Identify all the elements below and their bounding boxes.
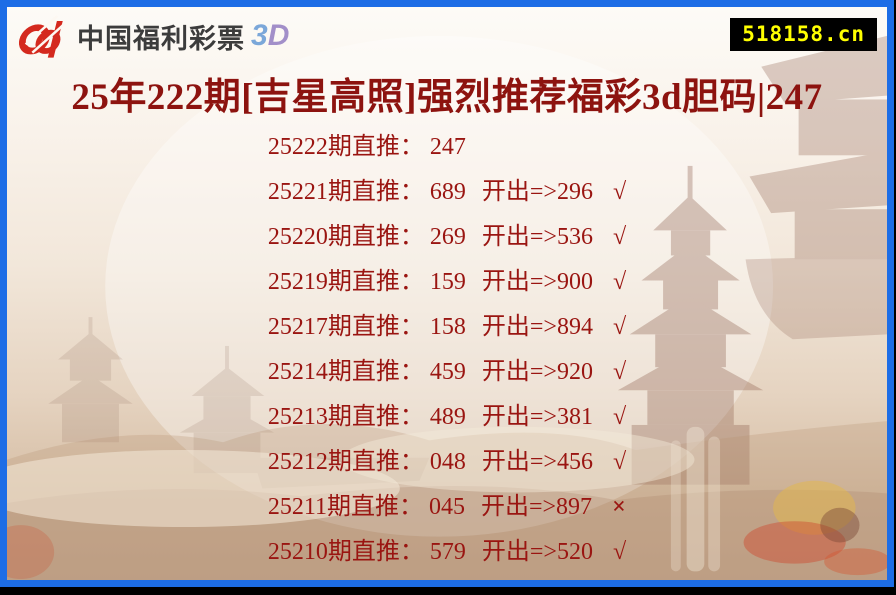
prediction-row: 25213期直推： 489 开出=>381 √ [268,404,626,431]
prediction-list: 25222期直推： 247 25221期直推： 689 开出=>296 √ 25220期… [268,134,626,566]
draw-result: 开出=>536 [481,224,593,250]
draw-result: 开出=>381 [481,404,593,430]
period-label: 25217期直推： [267,314,424,340]
page-title: 25年222期[吉星高照]强烈推荐福彩3d胆码|247 [71,77,823,118]
period-label: 25212期直推： [267,449,424,475]
hit-mark: × [612,494,626,520]
header: 中国福利彩票 3D 518158.cn [7,7,887,61]
period-label: 25210期直推： [267,539,424,565]
draw-result: 开出=>456 [481,449,593,475]
predicted-numbers: 459 [429,359,466,385]
predicted-numbers: 579 [429,539,466,565]
period-label: 25222期直推： [267,134,424,160]
hit-mark: √ [612,224,627,250]
predicted-numbers: 247 [429,134,466,160]
figure-blobs [743,480,887,576]
hit-mark: √ [612,404,627,430]
prediction-row: 25219期直推： 159 开出=>900 √ [268,269,626,296]
draw-result: 开出=>894 [481,314,593,340]
predicted-numbers: 158 [429,314,466,340]
predicted-numbers: 269 [429,224,466,250]
draw-result: 开出=>897 [480,494,593,520]
period-label: 25221期直推： [267,179,424,205]
draw-result: 开出=>296 [481,179,593,205]
predicted-numbers: 045 [428,494,465,520]
hit-mark: √ [612,269,627,295]
prediction-row: 25210期直推： 579 开出=>520 √ [268,539,626,566]
period-label: 25219期直推： [267,269,424,295]
draw-result: 开出=>520 [481,539,593,565]
warm-tint [7,525,55,580]
predicted-numbers: 159 [429,269,466,295]
prediction-row: 25214期直推： 459 开出=>920 √ [268,359,626,386]
prediction-row: 25221期直推： 689 开出=>296 √ [268,179,626,206]
prediction-row: 25220期直推： 269 开出=>536 √ [268,224,626,251]
period-label: 25220期直推： [267,224,424,250]
period-label: 25211期直推： [267,494,423,520]
period-label: 25213期直推： [267,404,424,430]
predicted-numbers: 689 [429,179,466,205]
china-welfare-lottery-icon [19,15,65,58]
period-label: 25214期直推： [267,359,424,385]
predicted-numbers: 048 [429,449,466,475]
prediction-row: 25211期直推： 045 开出=>897 × [268,494,626,521]
predicted-numbers: 489 [429,404,466,430]
waterfall [670,426,721,572]
hit-mark: √ [612,314,627,340]
hit-mark: √ [612,179,627,205]
pagoda-silhouette [617,165,764,485]
hit-mark: √ [612,539,627,565]
prediction-row: 25217期直推： 158 开出=>894 √ [268,314,626,341]
prediction-row: 25212期直推： 048 开出=>456 √ [268,449,626,476]
draw-result: 开出=>900 [481,269,593,295]
hit-mark: √ [612,449,627,475]
prediction-row: 25222期直推： 247 [268,134,626,161]
lottery-logo: 中国福利彩票 3D [19,13,289,59]
brand-3d: 3D [251,19,289,53]
brand-3: 3 [251,19,268,52]
brand-text: 中国福利彩票 [77,23,245,54]
hit-mark: √ [612,359,627,385]
draw-result: 开出=>920 [481,359,593,385]
site-url-badge: 518158.cn [730,18,877,51]
brand-d: D [267,19,290,52]
